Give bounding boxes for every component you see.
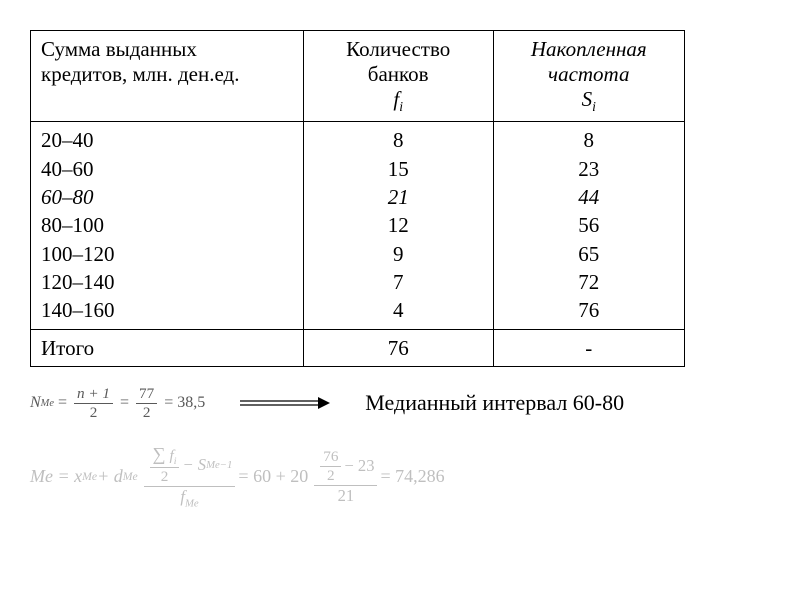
header-col3-sym: S: [582, 87, 593, 111]
range-3: 80–100: [41, 213, 104, 237]
header-col2: Количество банков fi: [303, 31, 493, 122]
col-f: 8 15 21 12 9 7 4: [303, 122, 493, 329]
header-col3-sub: i: [592, 99, 596, 114]
f-1: 15: [388, 157, 409, 181]
total-label: Итого: [31, 329, 304, 366]
f-0: 8: [393, 128, 404, 152]
range-5: 120–140: [41, 270, 115, 294]
me-right-num: 76 2 − 23: [314, 448, 377, 486]
total-s: -: [493, 329, 684, 366]
s-5: 72: [578, 270, 599, 294]
me-outer-num: ∑ fi 2 − SMe−1: [144, 444, 236, 487]
f-3: 12: [388, 213, 409, 237]
me-right-top-den: 2: [324, 467, 338, 485]
f-4: 9: [393, 242, 404, 266]
header-col3-line2: частота: [548, 62, 629, 86]
me-eq1: = 60 + 20: [238, 466, 308, 487]
me-sub1: Me: [82, 470, 97, 483]
me-plus: + d: [97, 466, 123, 487]
s-6: 76: [578, 298, 599, 322]
nme-eq3: = 38,5: [164, 394, 205, 412]
header-col1: Сумма выданных кредитов, млн. ден.ед.: [31, 31, 304, 122]
range-6: 140–160: [41, 298, 115, 322]
sum-icon: ∑: [153, 444, 166, 464]
nme-frac1-den: 2: [87, 404, 101, 422]
f-5: 7: [393, 270, 404, 294]
nme-eq1: =: [58, 394, 67, 412]
header-col1-line2: кредитов, млн. ден.ед.: [41, 62, 239, 86]
s-0: 8: [584, 128, 595, 152]
frequency-table: Сумма выданных кредитов, млн. ден.ед. Ко…: [30, 30, 685, 367]
header-col3-line1: Накопленная: [531, 37, 647, 61]
table-total-row: Итого 76 -: [31, 329, 685, 366]
me-inner-sumfrac: ∑ fi 2: [150, 444, 180, 486]
median-interval-label: Медианный интервал 60-80: [365, 390, 624, 416]
range-0: 20–40: [41, 128, 94, 152]
nme-frac1-num: n + 1: [74, 385, 113, 404]
nme-eq2: =: [120, 394, 129, 412]
header-col1-line1: Сумма выданных: [41, 37, 197, 61]
header-col2-line2: банков: [368, 62, 429, 86]
range-4: 100–120: [41, 242, 115, 266]
me-inner-minus-sub: Me−1: [206, 459, 232, 471]
col-s: 8 23 44 56 65 72 76: [493, 122, 684, 329]
median-note-row: NMe = n + 1 2 = 77 2 = 38,5 Медианный ин…: [30, 385, 770, 422]
nme-frac2-num: 77: [136, 385, 157, 404]
header-col2-sub: i: [399, 99, 403, 114]
me-inner-minus: − S: [182, 455, 206, 475]
me-inner-sum-num: ∑ fi: [150, 444, 180, 468]
me-sub2: Me: [123, 470, 138, 483]
s-4: 65: [578, 242, 599, 266]
me-right-inner: 76 2: [320, 448, 341, 485]
range-2: 60–80: [41, 185, 94, 209]
nme-frac2-den: 2: [140, 404, 154, 422]
header-col3: Накопленная частота Si: [493, 31, 684, 122]
me-eq2: = 74,286: [380, 466, 444, 487]
header-col2-line1: Количество: [346, 37, 450, 61]
me-right-frac: 76 2 − 23 21: [314, 448, 377, 506]
table-header-row: Сумма выданных кредитов, млн. ден.ед. Ко…: [31, 31, 685, 122]
s-1: 23: [578, 157, 599, 181]
me-right-top-num: 76: [320, 448, 341, 467]
nme-frac1: n + 1 2: [74, 385, 113, 422]
f-6: 4: [393, 298, 404, 322]
s-2: 44: [578, 185, 599, 209]
formula-me: Me = xMe + dMe ∑ fi 2 − SMe−1 fMe = 60 +…: [30, 444, 770, 509]
me-outer-frac: ∑ fi 2 − SMe−1 fMe: [144, 444, 236, 509]
total-f: 76: [303, 329, 493, 366]
arrow-icon: [240, 396, 330, 410]
me-inner-sum-den: 2: [158, 468, 172, 486]
me-right-bot: 21: [335, 486, 358, 506]
nme-lhs: N: [30, 394, 41, 412]
s-3: 56: [578, 213, 599, 237]
formula-n-me: NMe = n + 1 2 = 77 2 = 38,5: [30, 385, 205, 422]
me-inner-fsub: i: [174, 456, 177, 467]
me-outer-den-sub: Me: [185, 497, 199, 509]
nme-sub: Me: [41, 398, 54, 409]
me-lhs: Me = x: [30, 466, 82, 487]
range-1: 40–60: [41, 157, 94, 181]
me-right-minus: − 23: [344, 456, 374, 476]
table-data-row: 20–40 40–60 60–80 80–100 100–120 120–140…: [31, 122, 685, 329]
me-outer-den: fMe: [177, 487, 201, 509]
nme-frac2: 77 2: [136, 385, 157, 422]
f-2: 21: [388, 185, 409, 209]
col-ranges: 20–40 40–60 60–80 80–100 100–120 120–140…: [31, 122, 304, 329]
